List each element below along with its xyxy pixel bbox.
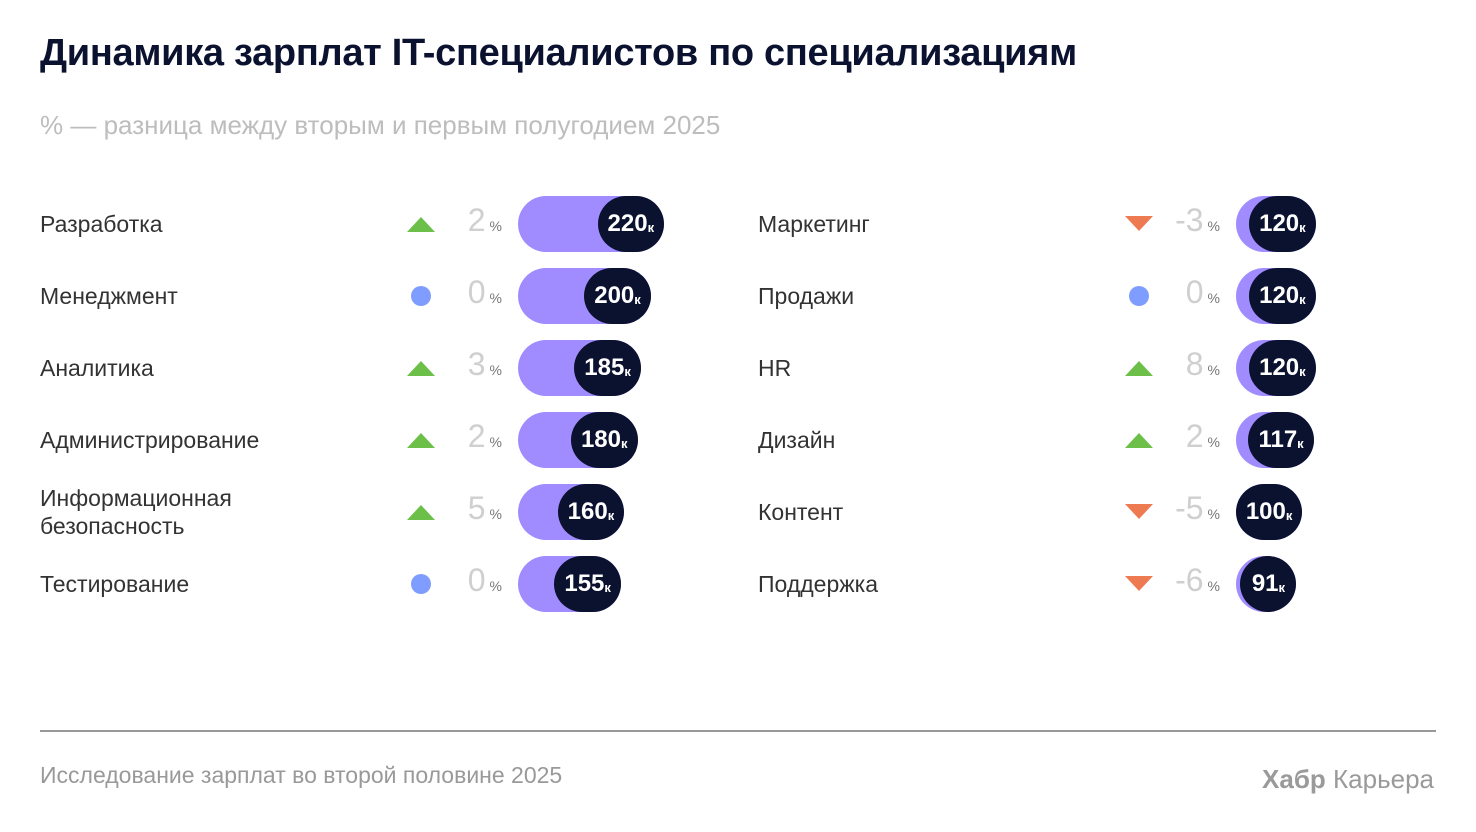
trend-flat-icon: [1124, 284, 1154, 308]
chart-row: Администрирование 2% 180 к: [40, 412, 680, 468]
category-label: Тестирование: [40, 571, 190, 597]
salary-bar: 120 к: [1236, 268, 1316, 324]
chart-row: Продажи 0% 120 к: [758, 268, 1398, 324]
salary-value-label: 160 к: [557, 484, 625, 540]
salary-value-label: 120 к: [1249, 340, 1316, 396]
salary-bar: 117 к: [1236, 412, 1314, 468]
category-label: HR: [758, 355, 792, 381]
chart-row: Разработка 2% 220 к: [40, 196, 680, 252]
chart-row: Менеджмент 0% 200 к: [40, 268, 680, 324]
change-label: 2%: [1185, 418, 1220, 454]
footer-text: Исследование зарплат во второй половине …: [40, 762, 563, 788]
salary-value-label: 155 к: [554, 556, 621, 612]
trend-flat-icon: [406, 572, 436, 596]
category-label: Контент: [758, 499, 844, 525]
trend-up-icon: [406, 212, 436, 236]
salary-bar: 220 к: [518, 196, 665, 252]
chart-row: HR 8% 120 к: [758, 340, 1398, 396]
salary-bar: 160 к: [518, 484, 625, 540]
change-label: 0%: [1185, 274, 1220, 310]
change-label: -5%: [1175, 490, 1220, 526]
chart-row: Информационная безопасность 5% 160 к: [40, 484, 680, 540]
category-label: Аналитика: [40, 355, 154, 381]
salary-value-label: 180 к: [570, 412, 638, 468]
chart-row: Дизайн 2% 117 к: [758, 412, 1398, 468]
chart-row: Аналитика 3% 185 к: [40, 340, 680, 396]
change-label: 3%: [467, 346, 502, 382]
change-label: 0%: [467, 274, 502, 310]
salary-value-label: 100 к: [1235, 484, 1303, 540]
trend-up-icon: [1124, 356, 1154, 380]
category-label: Разработка: [40, 211, 163, 237]
chart-row: Контент -5% 100 к: [758, 484, 1398, 540]
category-label: Информационная безопасность: [40, 485, 232, 539]
trend-down-icon: [1124, 572, 1154, 596]
salary-value-label: 220 к: [597, 196, 665, 252]
salary-bar: 200 к: [518, 268, 651, 324]
salary-bar: 100 к: [1235, 484, 1303, 540]
salary-bar: 155 к: [518, 556, 621, 612]
change-label: 0%: [467, 562, 502, 598]
trend-flat-icon: [406, 284, 436, 308]
trend-down-icon: [1124, 212, 1154, 236]
change-label: 5%: [467, 490, 502, 526]
change-label: 8%: [1185, 346, 1220, 382]
salary-bar: 120 к: [1236, 340, 1316, 396]
category-label: Менеджмент: [40, 283, 178, 309]
change-label: -6%: [1175, 562, 1220, 598]
category-label: Поддержка: [758, 571, 878, 597]
trend-up-icon: [406, 356, 436, 380]
category-label: Маркетинг: [758, 211, 870, 237]
change-label: 2%: [467, 418, 502, 454]
chart-subtitle: % — разница между вторым и первым полуго…: [40, 110, 721, 140]
chart-row: Поддержка -6% 91 к: [758, 556, 1398, 612]
logo: Хабр Карьера: [1262, 764, 1434, 794]
salary-value-label: 120 к: [1249, 196, 1316, 252]
salary-bar: 91 к: [1236, 556, 1297, 612]
salary-value-label: 185 к: [574, 340, 641, 396]
trend-up-icon: [406, 428, 436, 452]
trend-up-icon: [406, 500, 436, 524]
chart-title: Динамика зарплат IT-специалистов по спец…: [40, 32, 1077, 74]
divider: [40, 730, 1436, 732]
salary-value-label: 91 к: [1240, 556, 1297, 612]
change-label: -3%: [1175, 202, 1220, 238]
salary-bar: 185 к: [518, 340, 641, 396]
salary-value-label: 117 к: [1248, 412, 1314, 468]
salary-value-label: 200 к: [584, 268, 651, 324]
salary-value-label: 120 к: [1249, 268, 1316, 324]
chart-row: Маркетинг -3% 120 к: [758, 196, 1398, 252]
chart-row: Тестирование 0% 155 к: [40, 556, 680, 612]
salary-bar: 120 к: [1236, 196, 1316, 252]
change-label: 2%: [467, 202, 502, 238]
trend-down-icon: [1124, 500, 1154, 524]
salary-bar: 180 к: [518, 412, 638, 468]
category-label: Администрирование: [40, 427, 260, 453]
category-label: Продажи: [758, 283, 855, 309]
category-label: Дизайн: [758, 427, 836, 453]
trend-up-icon: [1124, 428, 1154, 452]
